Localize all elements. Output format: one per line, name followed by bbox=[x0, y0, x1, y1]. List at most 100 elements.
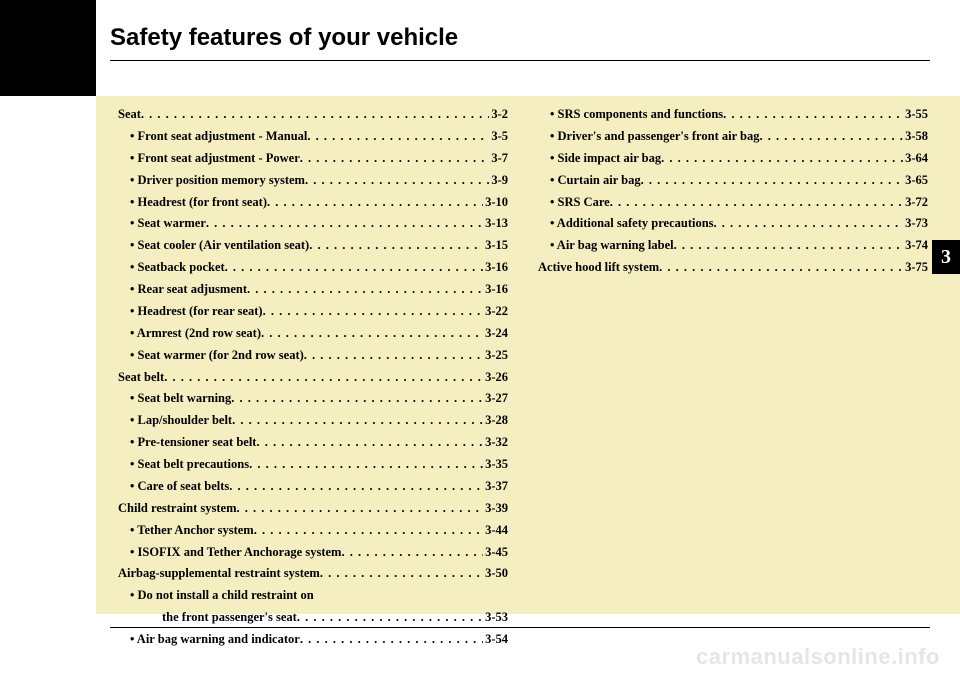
toc-label: • Tether Anchor system bbox=[130, 520, 254, 542]
toc-leader-dots bbox=[320, 563, 483, 585]
toc-label: • Seatback pocket bbox=[130, 257, 225, 279]
toc-leader-dots bbox=[641, 170, 903, 192]
toc-label: • Care of seat belts bbox=[130, 476, 229, 498]
toc-page: 3-37 bbox=[483, 476, 508, 498]
toc-page: 3-22 bbox=[483, 301, 508, 323]
toc-label: • Rear seat adjusment bbox=[130, 279, 247, 301]
toc-leader-dots bbox=[307, 126, 489, 148]
toc-row: • Front seat adjustment - Manual3-5 bbox=[118, 126, 508, 148]
toc-label: Seat bbox=[118, 104, 141, 126]
toc-leader-dots bbox=[206, 213, 483, 235]
toc-label: • Curtain air bag bbox=[550, 170, 641, 192]
toc-row: • ISOFIX and Tether Anchorage system3-45 bbox=[118, 542, 508, 564]
toc-label: • Driver's and passenger's front air bag bbox=[550, 126, 759, 148]
toc-row: • Seatback pocket3-16 bbox=[118, 257, 508, 279]
toc-leader-dots bbox=[256, 432, 483, 454]
toc-row: • Side impact air bag3-64 bbox=[538, 148, 928, 170]
toc-page: 3-9 bbox=[489, 170, 508, 192]
toc-page: 3-72 bbox=[903, 192, 928, 214]
toc-leader-dots bbox=[232, 410, 483, 432]
toc-row: Airbag-supplemental restraint system 3-50 bbox=[118, 563, 508, 585]
toc-row: • SRS Care 3-72 bbox=[538, 192, 928, 214]
toc-leader-dots bbox=[714, 213, 904, 235]
toc-label: the front passenger's seat bbox=[162, 607, 297, 629]
chapter-tab: 3 bbox=[932, 240, 960, 274]
toc-column-left: Seat 3-2• Front seat adjustment - Manual3… bbox=[118, 104, 508, 651]
toc-page: 3-54 bbox=[483, 629, 508, 651]
toc-page: 3-74 bbox=[903, 235, 928, 257]
toc-label: Active hood lift system bbox=[538, 257, 659, 279]
toc-page: 3-2 bbox=[489, 104, 508, 126]
toc-page: 3-45 bbox=[483, 542, 508, 564]
toc-leader-dots bbox=[759, 126, 903, 148]
toc-row: • Seat belt precautions3-35 bbox=[118, 454, 508, 476]
toc-row: Child restraint system3-39 bbox=[118, 498, 508, 520]
toc-page: 3-13 bbox=[483, 213, 508, 235]
toc-label: • Seat belt precautions bbox=[130, 454, 249, 476]
toc-label: • Front seat adjustment - Power bbox=[130, 148, 300, 170]
toc-label: • Seat warmer (for 2nd row seat) bbox=[130, 345, 304, 367]
toc-leader-dots bbox=[674, 235, 903, 257]
toc-page: 3-24 bbox=[483, 323, 508, 345]
toc-page: 3-7 bbox=[489, 148, 508, 170]
toc-label: • Headrest (for rear seat) bbox=[130, 301, 263, 323]
toc-page: 3-28 bbox=[483, 410, 508, 432]
toc-row: • Tether Anchor system3-44 bbox=[118, 520, 508, 542]
toc-row: Seat belt3-26 bbox=[118, 367, 508, 389]
toc-row: • Seat belt warning3-27 bbox=[118, 388, 508, 410]
toc-page: 3-25 bbox=[483, 345, 508, 367]
watermark-text: carmanualsonline.info bbox=[696, 644, 940, 670]
toc-label: • SRS Care bbox=[550, 192, 610, 214]
toc-row: • Headrest (for rear seat) 3-22 bbox=[118, 301, 508, 323]
toc-leader-dots bbox=[141, 104, 489, 126]
toc-row: • Curtain air bag 3-65 bbox=[538, 170, 928, 192]
toc-page: 3-15 bbox=[483, 235, 508, 257]
toc-leader-dots bbox=[247, 279, 483, 301]
header-rule bbox=[110, 60, 930, 61]
toc-row: • Lap/shoulder belt3-28 bbox=[118, 410, 508, 432]
toc-label: • Driver position memory system bbox=[130, 170, 305, 192]
toc-leader-dots bbox=[164, 367, 483, 389]
toc-page: 3-39 bbox=[483, 498, 508, 520]
toc-leader-dots bbox=[300, 148, 490, 170]
toc-row: • Seat cooler (Air ventilation seat) 3-15 bbox=[118, 235, 508, 257]
toc-leader-dots bbox=[229, 476, 483, 498]
toc-page: 3-10 bbox=[483, 192, 508, 214]
toc-column-right: • SRS components and functions3-55• Driv… bbox=[538, 104, 928, 651]
toc-label: • Side impact air bag bbox=[550, 148, 661, 170]
toc-row: • Air bag warning and indicator 3-54 bbox=[118, 629, 508, 651]
toc-content: Seat 3-2• Front seat adjustment - Manual3… bbox=[118, 104, 920, 651]
toc-row: • SRS components and functions3-55 bbox=[538, 104, 928, 126]
footer-rule bbox=[110, 627, 930, 628]
toc-leader-dots bbox=[267, 192, 483, 214]
toc-row: • Pre-tensioner seat belt3-32 bbox=[118, 432, 508, 454]
toc-label: • Seat warmer bbox=[130, 213, 206, 235]
page-header: Safety features of your vehicle bbox=[110, 24, 930, 52]
toc-page: 3-5 bbox=[489, 126, 508, 148]
toc-page: 3-50 bbox=[483, 563, 508, 585]
toc-label: • Do not install a child restraint on bbox=[130, 585, 314, 607]
toc-leader-dots bbox=[231, 388, 483, 410]
toc-page: 3-55 bbox=[903, 104, 928, 126]
toc-leader-dots bbox=[237, 498, 484, 520]
toc-leader-dots bbox=[300, 629, 483, 651]
toc-leader-dots bbox=[309, 235, 483, 257]
toc-leader-dots bbox=[225, 257, 483, 279]
toc-page: 3-65 bbox=[903, 170, 928, 192]
toc-label: Airbag-supplemental restraint system bbox=[118, 563, 320, 585]
toc-label: • Seat cooler (Air ventilation seat) bbox=[130, 235, 309, 257]
toc-label: • Armrest (2nd row seat) bbox=[130, 323, 261, 345]
page-title: Safety features of your vehicle bbox=[110, 24, 930, 52]
toc-leader-dots bbox=[249, 454, 483, 476]
toc-leader-dots bbox=[723, 104, 903, 126]
toc-label: • Air bag warning and indicator bbox=[130, 629, 300, 651]
toc-row: • Driver's and passenger's front air bag… bbox=[538, 126, 928, 148]
toc-row: • Additional safety precautions3-73 bbox=[538, 213, 928, 235]
toc-leader-dots bbox=[341, 542, 483, 564]
toc-row: Seat 3-2 bbox=[118, 104, 508, 126]
toc-leader-dots bbox=[263, 301, 484, 323]
toc-label: • Headrest (for front seat) bbox=[130, 192, 267, 214]
toc-label: • Pre-tensioner seat belt bbox=[130, 432, 256, 454]
toc-page: 3-73 bbox=[903, 213, 928, 235]
toc-row: • Rear seat adjusment3-16 bbox=[118, 279, 508, 301]
